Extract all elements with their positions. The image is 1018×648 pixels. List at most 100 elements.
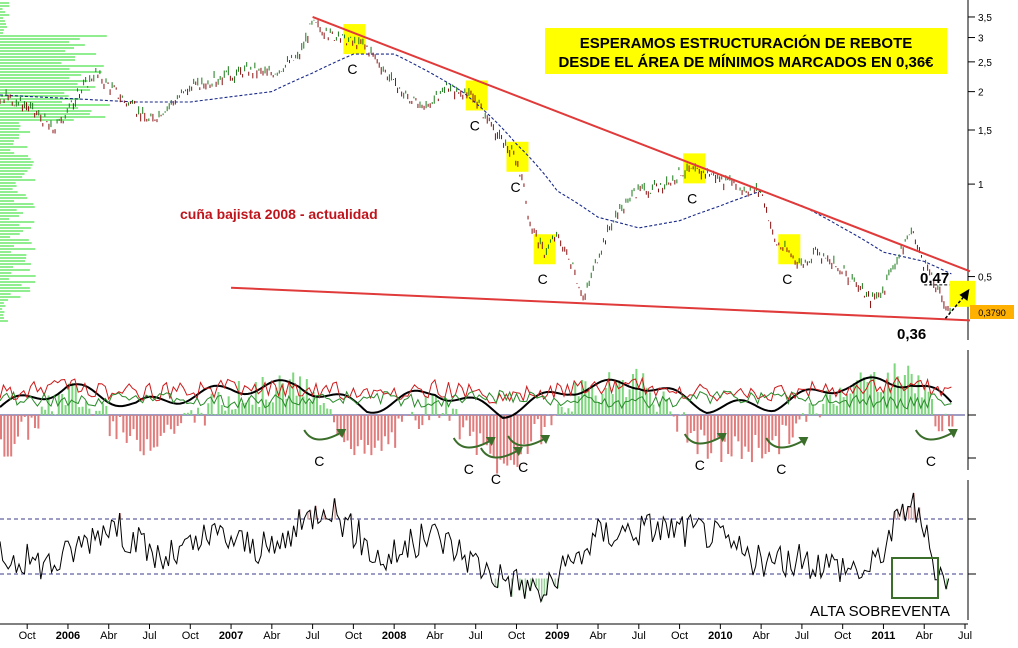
oscillator-bar	[173, 415, 175, 434]
oscillator-bar	[676, 415, 678, 432]
volume-profile-bar	[0, 14, 9, 16]
price-axis-tick-label: 3,5	[978, 13, 992, 24]
c-label: C	[782, 271, 792, 287]
oscillator-bar	[272, 402, 274, 415]
level-high-label: 0,47	[920, 270, 949, 287]
oscillator-bar	[741, 415, 743, 459]
oscillator-bar	[31, 415, 33, 418]
volume-profile-bar	[0, 317, 4, 319]
price-axis-tick-label: 2,5	[978, 58, 992, 69]
volume-profile-bar	[0, 80, 88, 82]
oscillator-bar	[44, 410, 46, 415]
volume-profile-bar	[0, 269, 30, 271]
volume-profile-bar	[0, 251, 11, 253]
oscillator-bar	[506, 415, 508, 466]
volume-profile-bar	[0, 233, 20, 235]
volume-profile-bar	[0, 281, 35, 283]
volume-profile-bar	[0, 50, 65, 52]
rsi-oversold-fill	[495, 579, 497, 587]
volume-profile-bar	[0, 152, 14, 154]
c-label: C	[538, 271, 548, 287]
volume-profile-bar	[0, 314, 3, 316]
oscillator-bar	[156, 415, 158, 447]
oscillator-bar	[224, 411, 226, 415]
price-axis-tick-label: 1,5	[978, 126, 992, 137]
time-axis-tick-label: Abr	[916, 630, 933, 642]
oscillator-bar	[323, 403, 325, 415]
oscillator-bar	[65, 405, 67, 415]
oscillator-bar	[370, 415, 372, 455]
volume-profile-bar	[0, 179, 35, 181]
volume-profile-bar	[0, 191, 18, 193]
oscillator-bar	[71, 383, 73, 415]
oscillator-bar	[251, 405, 253, 415]
volume-profile-bar	[0, 188, 13, 190]
volume-profile-bar	[0, 44, 85, 46]
oscillator-bar	[530, 415, 532, 441]
oscillator-bar	[499, 415, 501, 460]
volume-profile-bar	[0, 56, 75, 58]
volume-profile-bar	[0, 158, 31, 160]
volume-profile-bar	[0, 182, 16, 184]
time-axis-tick-label: Abr	[589, 630, 606, 642]
oscillator-bar	[496, 415, 498, 474]
rsi-oversold-fill	[538, 579, 540, 591]
time-axis-tick-label: Abr	[426, 630, 443, 642]
oscillator-bar	[472, 415, 474, 432]
oscillator-bar	[815, 413, 817, 415]
rsi-overbought-fill	[307, 512, 309, 519]
volume-profile-bar	[0, 68, 69, 70]
price-axis-tick-label: 0,5	[978, 273, 992, 284]
oscillator-bar	[652, 405, 654, 415]
oscillator-bar	[571, 412, 573, 415]
oscillator-bar	[336, 415, 338, 435]
oscillator-bar	[693, 415, 695, 431]
oscillator-bar	[584, 381, 586, 415]
volume-profile-bar	[0, 17, 3, 19]
volume-profile-bar	[0, 260, 25, 262]
oscillator-bar	[330, 409, 332, 415]
oscillator-bar	[85, 401, 87, 415]
volume-profile-bar	[0, 71, 102, 73]
oscillator-bar	[710, 415, 712, 453]
oscillator-bar	[938, 415, 940, 431]
oscillator-bar	[945, 414, 947, 415]
c-label: C	[510, 179, 520, 195]
volume-profile-bar	[0, 194, 26, 196]
rsi-oversold-fill	[555, 579, 557, 586]
oscillator-bar	[911, 374, 913, 415]
volume-profile-bar	[0, 287, 30, 289]
volume-profile-bar	[0, 227, 31, 229]
volume-profile-bar	[0, 125, 20, 127]
oscillator-bar	[153, 415, 155, 447]
oscillator-bar	[843, 397, 845, 415]
oscillator-bar	[832, 404, 834, 415]
oscillator-bar	[10, 415, 12, 456]
oscillator-bar	[234, 409, 236, 415]
oscillator-bar	[887, 373, 889, 415]
time-axis-tick-label: Abr	[263, 630, 280, 642]
oscillator-bar	[649, 392, 651, 415]
oscillator-bar	[160, 415, 162, 436]
volume-profile-bar	[0, 11, 5, 13]
volume-profile-bar	[0, 110, 92, 112]
oscillator-bar	[17, 415, 19, 437]
oscillator-bar	[180, 415, 182, 423]
oscillator-bar	[221, 405, 223, 415]
oscillator-bar	[829, 395, 831, 415]
oscillator-bar	[428, 415, 430, 420]
volume-profile-bar	[0, 290, 30, 292]
oscillator-bar	[459, 415, 461, 439]
volume-profile-bar	[0, 206, 35, 208]
volume-profile-bar	[0, 296, 20, 298]
volume-profile-bar	[0, 170, 28, 172]
last-price-tag: 0,3790	[978, 308, 1006, 318]
oscillator-bar	[683, 412, 685, 415]
oscillator-bar	[136, 415, 138, 440]
oscillator-bar	[690, 415, 692, 433]
oscillator-bar	[802, 413, 804, 415]
oscillator-bar	[387, 415, 389, 444]
oscillator-bar	[476, 415, 478, 455]
volume-profile-bar	[0, 200, 14, 202]
